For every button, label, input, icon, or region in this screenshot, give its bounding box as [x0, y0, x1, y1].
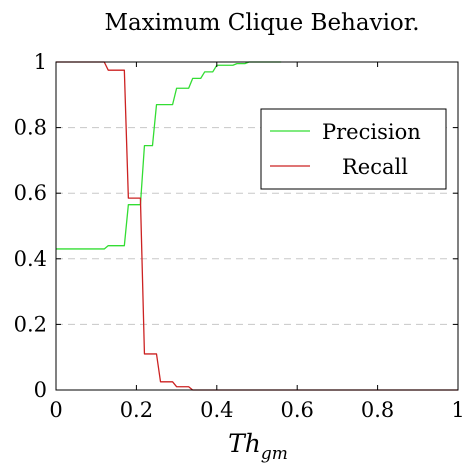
- plot-frame: [55, 61, 459, 391]
- x-tick-label-2: 0.4: [200, 398, 233, 422]
- legend: Precision Recall: [260, 108, 447, 190]
- chart-title: Maximum Clique Behavior.: [104, 10, 419, 36]
- x-tick-label-1: 0.2: [120, 398, 153, 422]
- x-tick-labels: 0 0.2 0.4 0.6 0.8 1: [49, 398, 464, 422]
- legend-label-precision: Precision: [322, 120, 421, 144]
- y-tick-labels: 0 0.2 0.4 0.6 0.8 1: [14, 50, 47, 402]
- y-tick-label-4: 0.8: [14, 116, 47, 140]
- x-tick-label-0: 0: [49, 398, 62, 422]
- legend-box: [260, 108, 447, 190]
- legend-label-recall: Recall: [342, 155, 408, 179]
- grid-lines: [56, 127, 458, 325]
- y-tick-label-0: 0: [34, 378, 47, 402]
- x-tick-label-3: 0.6: [280, 398, 313, 422]
- x-tick-label-4: 0.8: [361, 398, 394, 422]
- y-tick-label-3: 0.6: [14, 181, 47, 205]
- x-axis-label: Thgm: [228, 429, 288, 464]
- series-line-precision: [56, 61, 282, 250]
- y-tick-label-1: 0.2: [14, 312, 47, 336]
- x-axis-label-subscript: gm: [261, 444, 288, 464]
- x-tick-label-5: 1: [451, 398, 464, 422]
- y-tick-label-5: 1: [34, 50, 47, 74]
- y-tick-label-2: 0.4: [14, 247, 47, 271]
- axis-ticks: [55, 61, 459, 391]
